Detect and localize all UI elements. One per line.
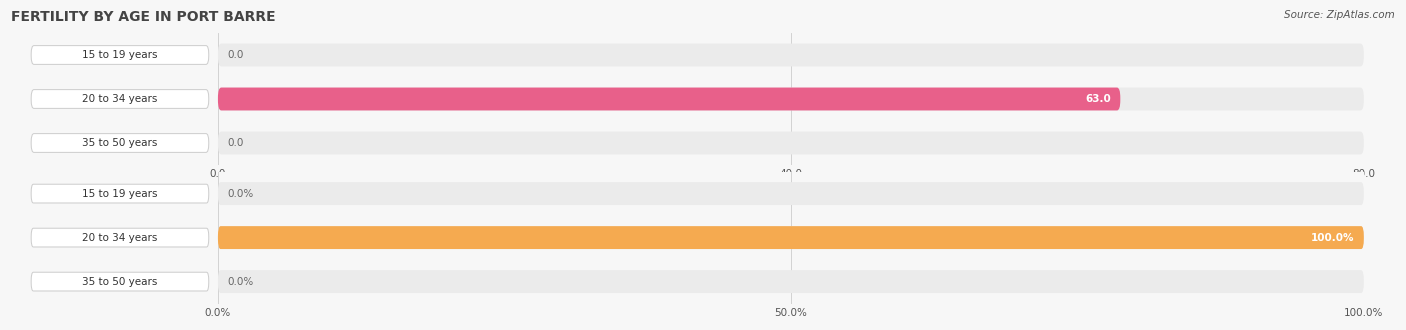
Text: 20 to 34 years: 20 to 34 years xyxy=(83,233,157,243)
Text: Source: ZipAtlas.com: Source: ZipAtlas.com xyxy=(1284,10,1395,20)
FancyBboxPatch shape xyxy=(31,272,208,291)
FancyBboxPatch shape xyxy=(218,270,1364,293)
FancyBboxPatch shape xyxy=(218,226,1364,249)
Text: 15 to 19 years: 15 to 19 years xyxy=(82,50,157,60)
Text: 100.0%: 100.0% xyxy=(1312,233,1354,243)
Text: 15 to 19 years: 15 to 19 years xyxy=(82,189,157,199)
Text: 63.0: 63.0 xyxy=(1085,94,1111,104)
FancyBboxPatch shape xyxy=(218,44,1364,66)
FancyBboxPatch shape xyxy=(218,132,1364,154)
Text: 20 to 34 years: 20 to 34 years xyxy=(83,94,157,104)
Text: 0.0: 0.0 xyxy=(228,138,243,148)
Text: 35 to 50 years: 35 to 50 years xyxy=(83,277,157,286)
Text: 35 to 50 years: 35 to 50 years xyxy=(83,138,157,148)
Text: 0.0: 0.0 xyxy=(228,50,243,60)
FancyBboxPatch shape xyxy=(31,134,208,152)
FancyBboxPatch shape xyxy=(31,228,208,247)
Text: FERTILITY BY AGE IN PORT BARRE: FERTILITY BY AGE IN PORT BARRE xyxy=(11,10,276,24)
Text: 0.0%: 0.0% xyxy=(228,189,253,199)
FancyBboxPatch shape xyxy=(218,182,1364,205)
FancyBboxPatch shape xyxy=(31,184,208,203)
FancyBboxPatch shape xyxy=(218,87,1364,111)
FancyBboxPatch shape xyxy=(31,46,208,64)
Text: 0.0%: 0.0% xyxy=(228,277,253,286)
FancyBboxPatch shape xyxy=(218,87,1121,111)
FancyBboxPatch shape xyxy=(31,90,208,108)
FancyBboxPatch shape xyxy=(218,226,1364,249)
